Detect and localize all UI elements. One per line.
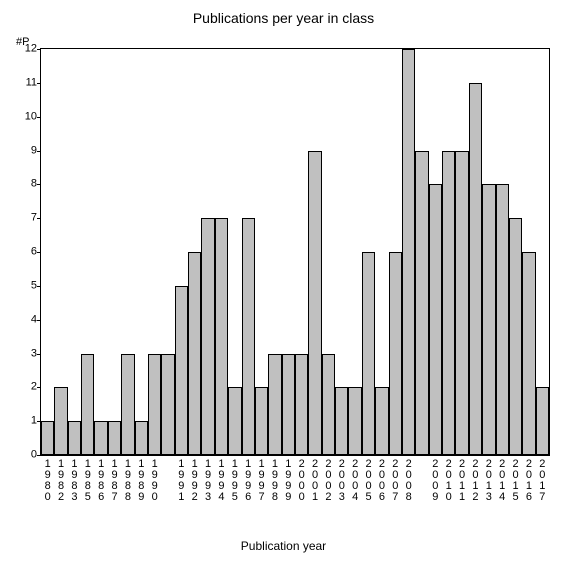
xtick-label: 1989 (137, 459, 145, 503)
bar (255, 387, 268, 455)
bar (482, 184, 495, 455)
xtick-label: 2014 (498, 459, 506, 503)
bar (81, 354, 94, 456)
bar (389, 252, 402, 455)
xtick-label: 1996 (244, 459, 252, 503)
bar (442, 151, 455, 456)
ytick-label: 11 (26, 77, 37, 88)
xtick-label: 1982 (57, 459, 65, 503)
bar (228, 387, 241, 455)
bar (509, 218, 522, 455)
bar (215, 218, 228, 455)
ytick-mark (37, 252, 41, 253)
xtick-label: 2004 (351, 459, 359, 503)
xtick-label: 1990 (151, 459, 159, 503)
xtick-label: 2017 (538, 459, 546, 503)
bar (121, 354, 134, 456)
xtick-label: 1985 (84, 459, 92, 503)
xtick-label: 2003 (338, 459, 346, 503)
ytick-mark (37, 218, 41, 219)
bar (536, 387, 549, 455)
bar (161, 354, 174, 456)
bar (68, 421, 81, 455)
xtick-label: 2016 (525, 459, 533, 503)
xtick-label: 1999 (284, 459, 292, 503)
xtick-label: 2011 (458, 459, 466, 503)
bar (41, 421, 54, 455)
ytick-mark (37, 184, 41, 185)
plot-area: 0123456789101112198019821983198519861987… (40, 48, 550, 456)
ytick-mark (37, 320, 41, 321)
bar (348, 387, 361, 455)
bar (322, 354, 335, 456)
xtick-label: 2008 (405, 459, 413, 503)
bar (201, 218, 214, 455)
bar (496, 184, 509, 455)
xtick-label: 2000 (298, 459, 306, 503)
xtick-label: 2005 (365, 459, 373, 503)
xtick-label: 2002 (324, 459, 332, 503)
xtick-label: 2006 (378, 459, 386, 503)
bar (295, 354, 308, 456)
xtick-label: 1987 (111, 459, 119, 503)
xtick-label: 1992 (191, 459, 199, 503)
bar (429, 184, 442, 455)
bar (362, 252, 375, 455)
xtick-label: 1983 (70, 459, 78, 503)
chart-title: Publications per year in class (0, 10, 567, 26)
ytick-label: 10 (25, 111, 37, 122)
bar (522, 252, 535, 455)
bar (455, 151, 468, 456)
bar (108, 421, 121, 455)
xtick-label: 1991 (177, 459, 185, 503)
ytick-mark (37, 117, 41, 118)
bar (188, 252, 201, 455)
ytick-mark (37, 286, 41, 287)
chart-xlabel: Publication year (0, 539, 567, 553)
xtick-label: 1995 (231, 459, 239, 503)
bar (175, 286, 188, 455)
bar (135, 421, 148, 455)
xtick-label: 1988 (124, 459, 132, 503)
bar (335, 387, 348, 455)
bar (268, 354, 281, 456)
bar (469, 83, 482, 455)
ytick-mark (37, 387, 41, 388)
xtick-label: 2009 (431, 459, 439, 503)
bar (282, 354, 295, 456)
xtick-label: 1997 (258, 459, 266, 503)
xtick-label: 2007 (391, 459, 399, 503)
xtick-label: 1998 (271, 459, 279, 503)
bar (94, 421, 107, 455)
xtick-label: 1994 (217, 459, 225, 503)
bar (148, 354, 161, 456)
ytick-mark (37, 49, 41, 50)
ytick-mark (37, 354, 41, 355)
bar (415, 151, 428, 456)
ytick-mark (37, 151, 41, 152)
ytick-label: 12 (25, 44, 37, 55)
ytick-mark (37, 83, 41, 84)
xtick-label: 2015 (512, 459, 520, 503)
xtick-label: 1993 (204, 459, 212, 503)
xtick-label: 2010 (445, 459, 453, 503)
xtick-label: 2012 (471, 459, 479, 503)
bar (375, 387, 388, 455)
bar (308, 151, 321, 456)
ytick-mark (37, 455, 41, 456)
bar (402, 49, 415, 455)
bar (54, 387, 67, 455)
bar (242, 218, 255, 455)
xtick-label: 2013 (485, 459, 493, 503)
bar-chart: Publications per year in class #P 012345… (0, 0, 567, 567)
xtick-label: 1986 (97, 459, 105, 503)
xtick-label: 2001 (311, 459, 319, 503)
xtick-label: 1980 (44, 459, 52, 503)
